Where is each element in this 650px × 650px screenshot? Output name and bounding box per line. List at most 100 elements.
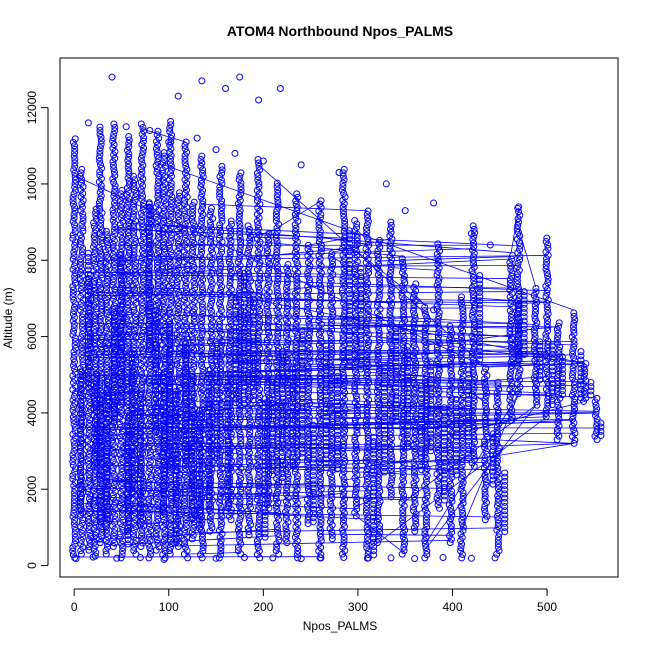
data-point — [363, 286, 371, 294]
data-point — [69, 458, 77, 466]
data-point — [145, 307, 153, 315]
data-point — [154, 539, 162, 547]
data-point — [72, 465, 80, 473]
data-point — [70, 520, 78, 528]
data-point — [118, 399, 126, 407]
data-point — [102, 499, 110, 507]
data-point — [69, 430, 77, 438]
data-point — [145, 496, 153, 504]
data-point — [118, 235, 126, 243]
data-point — [109, 374, 117, 382]
data-point — [96, 319, 104, 327]
data-point — [137, 319, 145, 327]
data-point — [146, 537, 154, 545]
data-point — [77, 207, 85, 215]
data-point — [109, 484, 117, 492]
data-point — [71, 149, 79, 157]
data-point — [244, 452, 252, 460]
data-point — [96, 230, 104, 238]
data-point — [136, 504, 144, 512]
data-point — [78, 344, 86, 352]
data-point — [109, 494, 117, 502]
data-point — [152, 495, 160, 503]
data-point — [154, 357, 162, 365]
data-point — [109, 216, 117, 224]
data-point — [145, 312, 153, 320]
data-point — [116, 413, 124, 421]
data-point — [165, 519, 173, 527]
data-point — [217, 303, 225, 311]
data-point — [103, 361, 111, 369]
data-point — [76, 389, 84, 397]
data-point — [124, 536, 132, 544]
data-point — [102, 519, 110, 527]
data-point — [153, 526, 161, 534]
data-point — [91, 236, 99, 244]
data-point — [123, 346, 131, 354]
data-point — [145, 276, 153, 284]
data-point — [293, 231, 301, 239]
data-point — [159, 550, 167, 558]
data-point — [155, 134, 163, 142]
data-point — [85, 371, 93, 379]
data-point — [159, 447, 167, 455]
data-point — [97, 257, 105, 265]
data-point — [153, 364, 161, 372]
data-point — [97, 140, 105, 148]
data-point — [95, 178, 103, 186]
data-point — [146, 272, 154, 280]
data-point — [145, 444, 153, 452]
data-point — [130, 399, 138, 407]
data-point — [97, 161, 105, 169]
data-point — [103, 354, 111, 362]
data-point — [154, 351, 162, 359]
data-point — [92, 212, 100, 220]
data-point — [145, 420, 153, 428]
data-point — [110, 275, 118, 283]
data-point — [125, 143, 133, 151]
data-point — [109, 137, 117, 145]
data-point — [102, 323, 110, 331]
data-point — [161, 434, 169, 442]
data-point — [70, 307, 78, 315]
data-point — [208, 280, 216, 288]
profile-connector-line — [390, 456, 498, 464]
data-point — [90, 500, 98, 508]
data-point — [109, 209, 117, 217]
data-point — [317, 197, 325, 205]
data-point — [138, 285, 146, 293]
data-point — [85, 316, 93, 324]
data-point — [161, 334, 169, 342]
data-point — [97, 181, 105, 189]
data-point — [145, 235, 153, 243]
data-point — [124, 157, 132, 165]
data-point — [70, 252, 78, 260]
data-point — [97, 192, 105, 200]
data-point — [78, 279, 86, 287]
data-point — [78, 165, 86, 173]
profile-connector-line — [268, 384, 597, 399]
data-point — [160, 235, 168, 243]
data-point — [130, 505, 138, 513]
data-point — [306, 314, 314, 321]
data-point — [364, 389, 372, 397]
data-point — [117, 324, 125, 332]
data-point — [96, 394, 104, 402]
data-point — [124, 260, 132, 268]
data-point — [85, 323, 93, 331]
data-point — [102, 495, 110, 503]
data-point — [119, 314, 127, 321]
data-point — [138, 247, 146, 255]
data-point — [109, 305, 117, 313]
data-point — [137, 402, 145, 410]
data-point — [124, 318, 132, 326]
data-point — [91, 239, 99, 247]
data-point — [166, 317, 174, 325]
data-point — [96, 168, 104, 176]
data-point — [153, 217, 161, 225]
data-point — [92, 535, 100, 543]
data-point — [136, 412, 144, 420]
data-point — [71, 516, 79, 524]
data-point — [70, 190, 78, 198]
data-point — [154, 158, 162, 166]
